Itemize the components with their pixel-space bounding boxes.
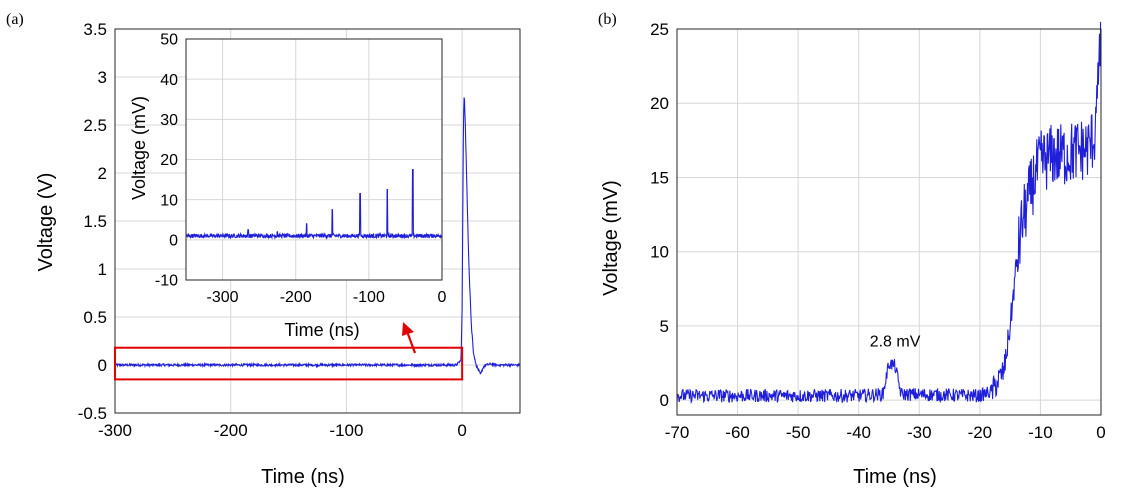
panel-b-voltage-trace: [676, 21, 1102, 405]
x-tick-label: -10: [1028, 423, 1053, 442]
x-tick-label: -70: [665, 423, 690, 442]
x-tick-label: -30: [907, 423, 932, 442]
y-tick-label: 2.5: [83, 116, 107, 135]
x-tick-label: -60: [725, 423, 750, 442]
panel-a-highlight-box: [114, 346, 464, 381]
panel-a-x-axis-label: Time (ns): [261, 466, 345, 488]
panel-a-plot-frame: [114, 28, 521, 414]
y-tick-label: 0: [169, 232, 178, 249]
panel-b-label: (b): [598, 11, 617, 28]
panel-b-x-axis-label: Time (ns): [853, 466, 937, 488]
zoom-arrow: [402, 322, 417, 354]
y-tick-label: 5: [660, 317, 669, 336]
y-tick-label: 0: [660, 391, 669, 410]
y-tick-label: 1: [98, 260, 107, 279]
panel-b-plot-frame: [676, 28, 1102, 416]
panel-a-y-axis-label: Voltage (V): [35, 173, 57, 272]
y-tick-label: -0.5: [78, 404, 107, 423]
panel-b-chart: (b) 0 5 10 15 20 25 -70 -60 -50 -40 -30 -20 -10 0 2.…: [598, 11, 1106, 488]
panel-a-label: (a): [6, 11, 24, 28]
inset-y-axis-label: Voltage (mV): [129, 96, 149, 200]
y-tick-label: 30: [160, 112, 178, 129]
y-tick-label: 0: [98, 356, 107, 375]
y-tick-label: 0.5: [83, 308, 107, 327]
x-tick-label: -300: [207, 289, 239, 306]
x-tick-label: -300: [98, 421, 132, 440]
panel-a-voltage-trace: [114, 97, 521, 375]
y-tick-label: 3: [98, 68, 107, 87]
inset-x-axis-label: Time (ns): [284, 320, 359, 340]
x-tick-label: -200: [280, 289, 312, 306]
x-tick-label: 0: [1096, 423, 1105, 442]
x-tick-label: -200: [214, 421, 248, 440]
y-tick-label: 10: [160, 192, 178, 209]
inset-voltage-trace: [185, 168, 443, 240]
x-tick-label: -50: [786, 423, 811, 442]
y-tick-label: 50: [160, 32, 178, 49]
x-tick-label: -100: [353, 289, 385, 306]
x-tick-label: 0: [438, 289, 447, 306]
x-tick-label: -100: [329, 421, 363, 440]
y-tick-label: 3.5: [83, 20, 107, 39]
y-tick-label: 1.5: [83, 212, 107, 231]
x-tick-label: -20: [968, 423, 993, 442]
y-tick-label: 20: [160, 152, 178, 169]
peak-annotation: 2.8 mV: [870, 334, 921, 351]
y-tick-label: 20: [650, 94, 669, 113]
y-tick-label: 40: [160, 72, 178, 89]
y-tick-label: 25: [650, 20, 669, 39]
y-tick-label: -10: [155, 273, 178, 290]
x-tick-label: -40: [846, 423, 871, 442]
y-tick-label: 10: [650, 243, 669, 262]
panel-b-y-axis-label: Voltage (mV): [600, 180, 622, 296]
y-tick-label: 2: [98, 164, 107, 183]
y-tick-label: 15: [650, 168, 669, 187]
inset-plot-frame: [185, 38, 443, 281]
x-tick-label: 0: [457, 421, 466, 440]
